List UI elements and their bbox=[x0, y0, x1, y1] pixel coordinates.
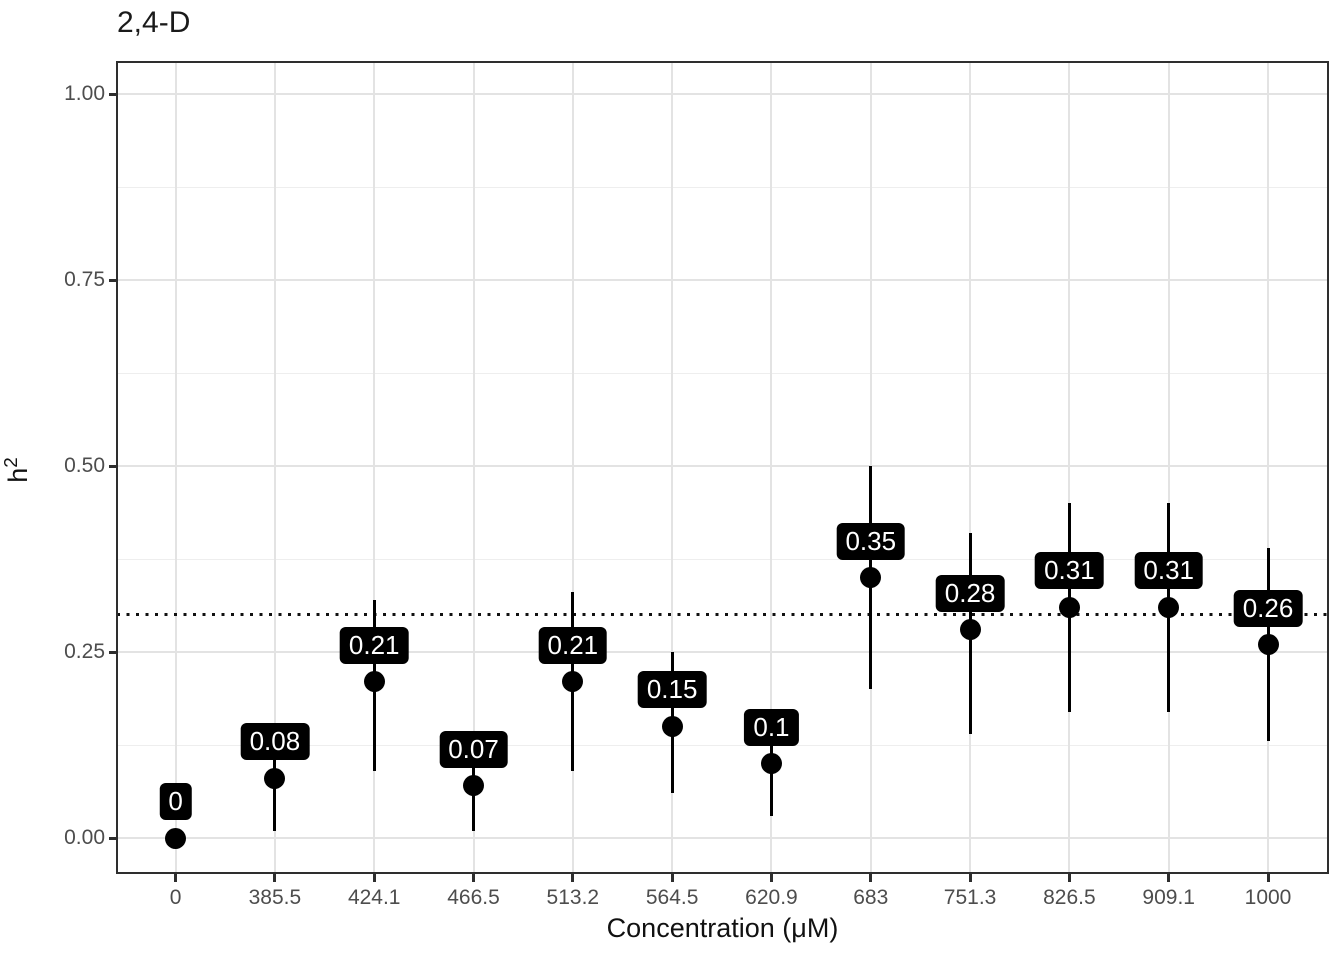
x-tick-label: 424.1 bbox=[347, 886, 401, 909]
gridline-major-x bbox=[671, 62, 674, 873]
point-value-label: 0.28 bbox=[935, 574, 1005, 612]
x-tick-label: 513.2 bbox=[546, 886, 600, 909]
gridline-major-x bbox=[571, 62, 574, 873]
data-point bbox=[661, 715, 683, 737]
y-tick-label: 0.00 bbox=[64, 826, 105, 849]
point-value-label: 0.21 bbox=[538, 626, 608, 664]
x-tick-label: 909.1 bbox=[1142, 886, 1195, 909]
y-tick-label: 1.00 bbox=[64, 82, 105, 105]
x-axis-tick bbox=[273, 874, 277, 882]
y-tick-label: 0.75 bbox=[64, 268, 105, 291]
x-tick-label: 564.5 bbox=[645, 886, 699, 909]
x-axis-tick bbox=[1067, 874, 1071, 882]
x-axis-tick bbox=[1266, 874, 1270, 882]
data-point bbox=[463, 775, 485, 797]
x-axis-tick bbox=[670, 874, 674, 882]
gridline-major-y bbox=[117, 837, 1328, 839]
x-tick-label: 1000 bbox=[1244, 886, 1292, 909]
gridline-major-x bbox=[1267, 62, 1269, 873]
point-value-label: 0.31 bbox=[1134, 552, 1203, 590]
x-axis-tick bbox=[1167, 874, 1171, 882]
gridline-major-y bbox=[117, 651, 1328, 653]
point-value-label: 0.07 bbox=[439, 730, 508, 768]
data-point bbox=[860, 567, 882, 589]
x-axis-title: Concentration (μM) bbox=[606, 913, 839, 943]
y-axis-tick bbox=[109, 836, 117, 840]
y-tick-label: 0.50 bbox=[64, 454, 105, 477]
data-point bbox=[264, 767, 286, 789]
x-tick-label: 826.5 bbox=[1043, 886, 1096, 909]
x-axis-tick bbox=[571, 874, 575, 882]
point-value-label: 0 bbox=[159, 783, 192, 820]
data-point bbox=[760, 753, 782, 775]
x-tick-label: 385.5 bbox=[248, 886, 302, 909]
point-value-label: 0.31 bbox=[1035, 552, 1104, 590]
x-axis-tick bbox=[769, 874, 773, 882]
x-axis-tick bbox=[174, 874, 178, 882]
y-tick-label: 0.25 bbox=[64, 640, 105, 663]
x-tick-label: 620.9 bbox=[745, 886, 798, 909]
point-value-label: 0.1 bbox=[744, 708, 799, 746]
gridline-major-y bbox=[117, 279, 1328, 281]
data-point bbox=[959, 619, 981, 641]
point-value-label: 0.26 bbox=[1233, 589, 1303, 627]
gridline-major-x bbox=[373, 62, 376, 873]
gridline-major-x bbox=[1167, 62, 1170, 873]
gridline-minor-y bbox=[117, 372, 1328, 374]
gridline-minor-y bbox=[117, 186, 1328, 188]
gridline-major-x bbox=[174, 62, 177, 873]
y-axis-tick bbox=[109, 278, 117, 282]
point-value-label: 0.35 bbox=[836, 522, 906, 560]
reference-dotted-line bbox=[117, 613, 1328, 617]
x-axis-tick bbox=[372, 874, 376, 882]
y-axis-tick bbox=[109, 650, 117, 654]
gridline-major-y bbox=[117, 93, 1328, 95]
gridline-major-x bbox=[472, 62, 475, 873]
data-point bbox=[1257, 634, 1279, 656]
gridline-minor-y bbox=[117, 744, 1328, 746]
data-point bbox=[1058, 596, 1080, 618]
x-tick-label: 751.3 bbox=[943, 886, 997, 909]
y-axis-tick bbox=[109, 92, 117, 96]
gridline-major-x bbox=[273, 62, 276, 873]
gridline-major-y bbox=[117, 465, 1328, 467]
point-value-label: 0.08 bbox=[240, 723, 310, 761]
x-tick-label: 466.5 bbox=[447, 886, 500, 909]
gridline-major-x bbox=[770, 62, 773, 873]
x-axis-tick bbox=[472, 874, 476, 882]
gridline-minor-y bbox=[117, 558, 1328, 560]
gridline-major-x bbox=[969, 62, 972, 873]
data-point bbox=[562, 671, 584, 693]
x-tick-label: 683 bbox=[853, 886, 889, 909]
point-value-label: 0.21 bbox=[339, 626, 409, 664]
x-axis-tick bbox=[968, 874, 972, 882]
data-point bbox=[165, 827, 187, 849]
point-value-label: 0.15 bbox=[637, 671, 707, 709]
data-point bbox=[363, 671, 385, 693]
y-axis-title: h2 bbox=[1, 457, 33, 483]
gridline-major-x bbox=[1068, 62, 1071, 873]
data-point bbox=[1158, 596, 1180, 618]
y-axis-tick bbox=[109, 464, 117, 468]
x-axis-tick bbox=[869, 874, 873, 882]
plot-title: 2,4-D bbox=[117, 6, 191, 39]
x-tick-label: 0 bbox=[169, 886, 182, 909]
